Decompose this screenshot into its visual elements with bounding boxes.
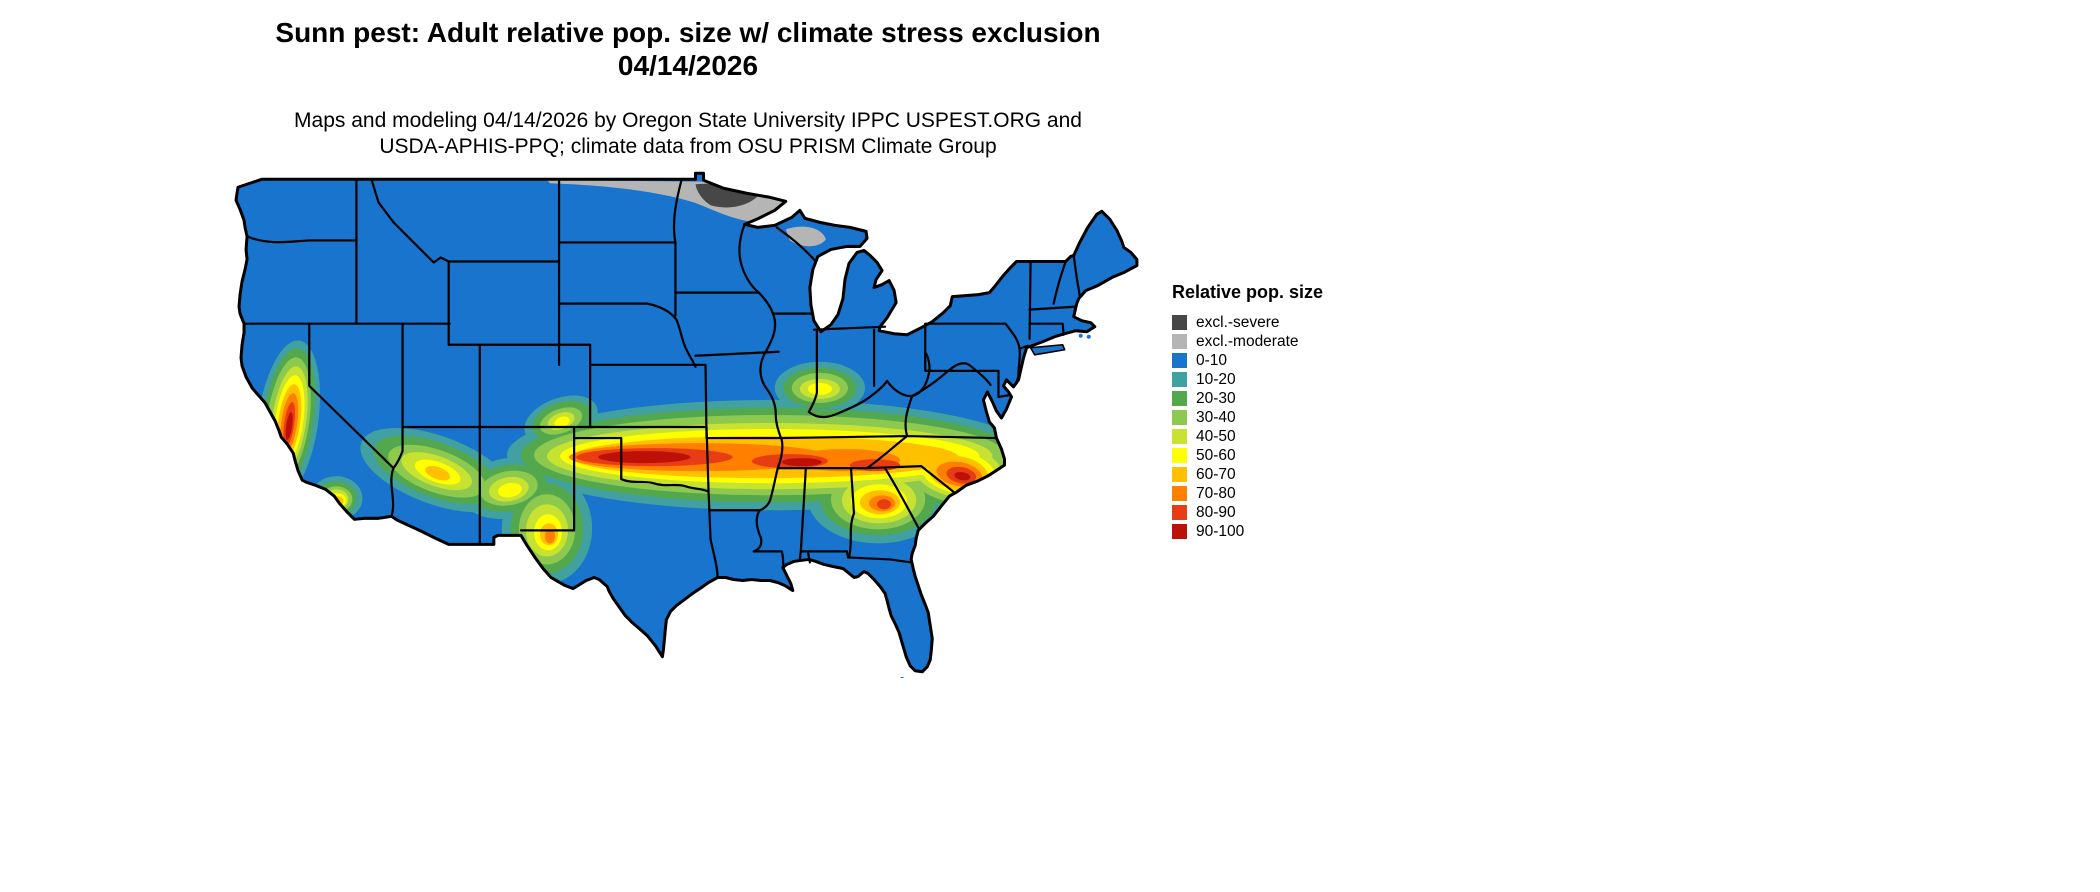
subtitle-line2: USDA-APHIS-PPQ; climate data from OSU PR…	[379, 135, 997, 158]
legend-swatch-40-50	[1172, 429, 1187, 444]
state-borders	[242, 178, 1081, 579]
map-title-date: 04/14/2026	[617, 50, 759, 81]
subtitle: Maps and modeling 04/14/2026 by Oregon S…	[88, 108, 1288, 160]
legend-swatch-10-20	[1172, 372, 1187, 387]
legend-label-20-30: 20-30	[1196, 390, 1236, 407]
legend-row-60-70: 60-70	[1172, 465, 1323, 484]
legend-swatch-0-10	[1172, 353, 1187, 368]
legend-row-90-100: 90-100	[1172, 522, 1323, 541]
legend-swatch-excl-moderate	[1172, 334, 1187, 349]
legend-label-90-100: 90-100	[1196, 523, 1245, 540]
legend-label-70-80: 70-80	[1196, 485, 1236, 502]
legend-swatch-excl-severe	[1172, 315, 1187, 330]
legend-label-excl-severe: excl.-severe	[1196, 314, 1280, 331]
legend-title: Relative pop. size	[1172, 282, 1324, 302]
legend-row-excl-severe: excl.-severe	[1172, 313, 1323, 332]
legend-swatch-70-80	[1172, 486, 1187, 501]
long-island	[1029, 343, 1066, 356]
legend-swatch-90-100	[1172, 524, 1187, 539]
coastal-islets	[900, 333, 1091, 678]
legend-label-60-70: 60-70	[1196, 466, 1236, 483]
legend-swatch-80-90	[1172, 505, 1187, 520]
legend-row-70-80: 70-80	[1172, 484, 1323, 503]
legend-row-40-50: 40-50	[1172, 427, 1323, 446]
header: Sunn pest: Adult relative pop. size w/ c…	[88, 16, 1288, 160]
legend-label-50-60: 50-60	[1196, 447, 1236, 464]
legend-row-50-60: 50-60	[1172, 446, 1323, 465]
us-outline	[234, 171, 1139, 674]
legend-row-10-20: 10-20	[1172, 370, 1323, 389]
legend-swatch-50-60	[1172, 448, 1187, 463]
legend-label-30-40: 30-40	[1196, 409, 1236, 426]
legend-label-0-10: 0-10	[1196, 352, 1228, 369]
us-map	[234, 171, 1139, 678]
map-figure	[228, 166, 1166, 678]
subtitle-line1: Maps and modeling 04/14/2026 by Oregon S…	[294, 109, 1082, 132]
legend-label-excl-moderate: excl.-moderate	[1196, 333, 1299, 350]
legend-swatch-30-40	[1172, 410, 1187, 425]
legend-swatch-60-70	[1172, 467, 1187, 482]
legend-row-30-40: 30-40	[1172, 408, 1323, 427]
legend-row-80-90: 80-90	[1172, 503, 1323, 522]
legend-swatch-20-30	[1172, 391, 1187, 406]
legend-label-80-90: 80-90	[1196, 504, 1236, 521]
legend-label-40-50: 40-50	[1196, 428, 1236, 445]
legend-row-20-30: 20-30	[1172, 389, 1323, 408]
map-title-line1: Sunn pest: Adult relative pop. size w/ c…	[275, 17, 1101, 48]
legend-row-0-10: 0-10	[1172, 351, 1323, 370]
legend: Relative pop. size excl.-severe excl.-mo…	[1172, 282, 1323, 541]
legend-row-excl-moderate: excl.-moderate	[1172, 332, 1323, 351]
legend-label-10-20: 10-20	[1196, 371, 1236, 388]
